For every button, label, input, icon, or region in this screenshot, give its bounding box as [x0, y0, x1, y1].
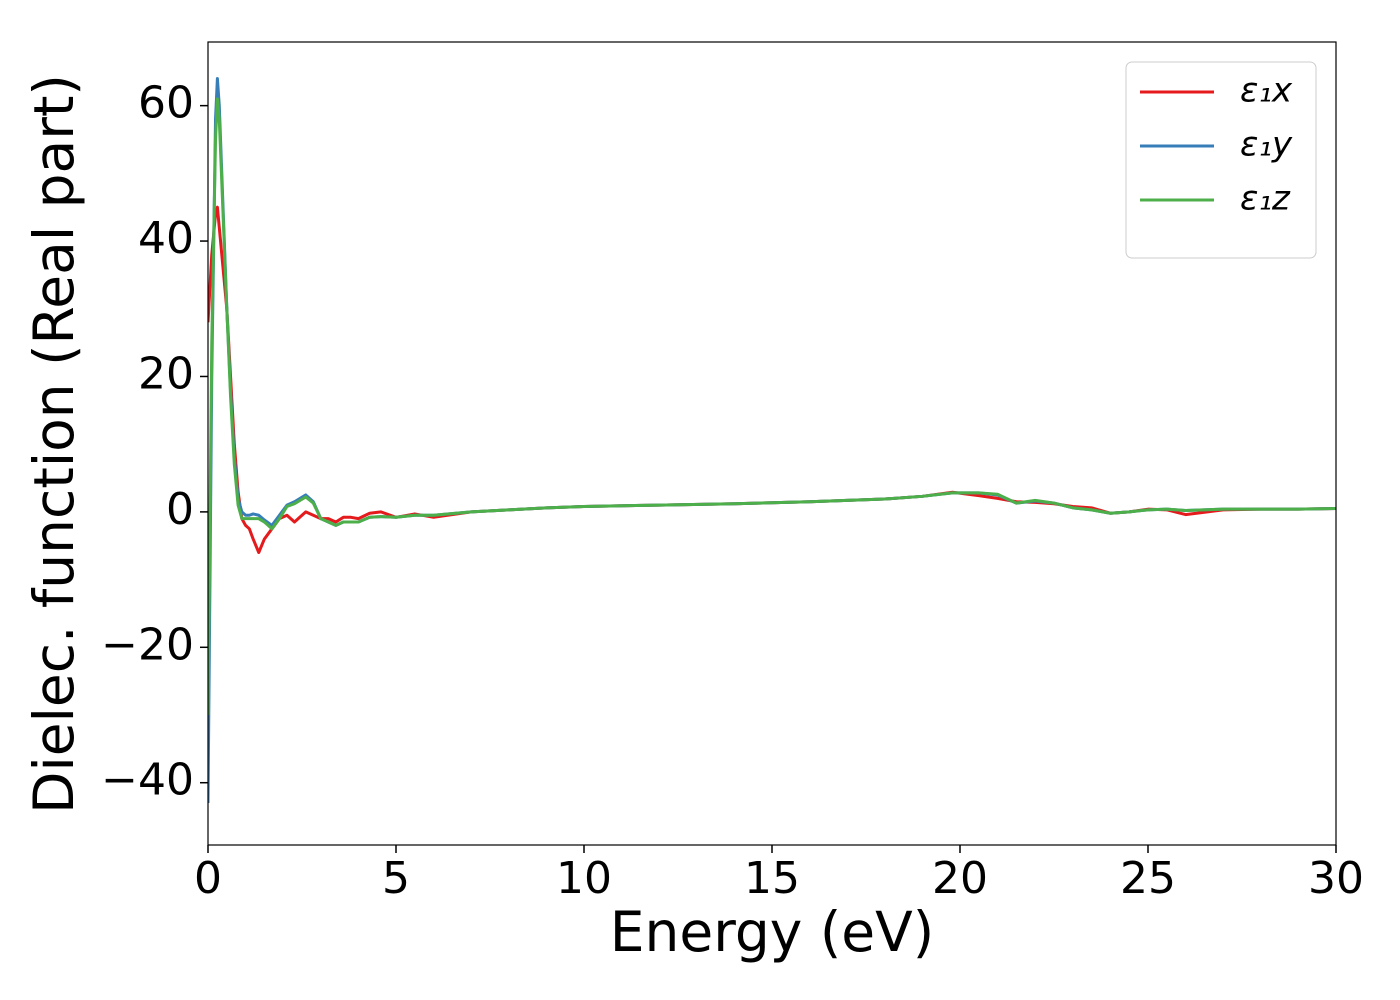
legend-label: ε₁y	[1240, 125, 1293, 165]
x-tick-label: 0	[194, 853, 222, 904]
legend-box	[1125, 61, 1317, 259]
x-tick-label: 25	[1120, 853, 1176, 904]
y-tick-label: 60	[138, 78, 194, 129]
y-axis-label: Dielec. function (Real part)	[22, 74, 86, 814]
series-line	[208, 205, 1336, 555]
x-tick-label: 30	[1308, 853, 1364, 904]
x-tick-label: 15	[744, 853, 800, 904]
y-tick-label: 0	[166, 484, 194, 535]
series-line	[208, 97, 1336, 716]
y-tick-label: −40	[101, 755, 194, 806]
x-tick-label: 10	[556, 853, 612, 904]
y-tick-label: 20	[138, 348, 194, 399]
x-tick-label: 20	[932, 853, 988, 904]
legend-label: ε₁z	[1240, 179, 1291, 219]
x-tick-label: 5	[382, 853, 410, 904]
y-tick-label: −20	[101, 619, 194, 670]
legend-label: ε₁x	[1240, 71, 1293, 111]
y-tick-label: 40	[138, 213, 194, 264]
plot-frame	[207, 41, 1337, 846]
x-axis-label: Energy (eV)	[610, 900, 934, 964]
